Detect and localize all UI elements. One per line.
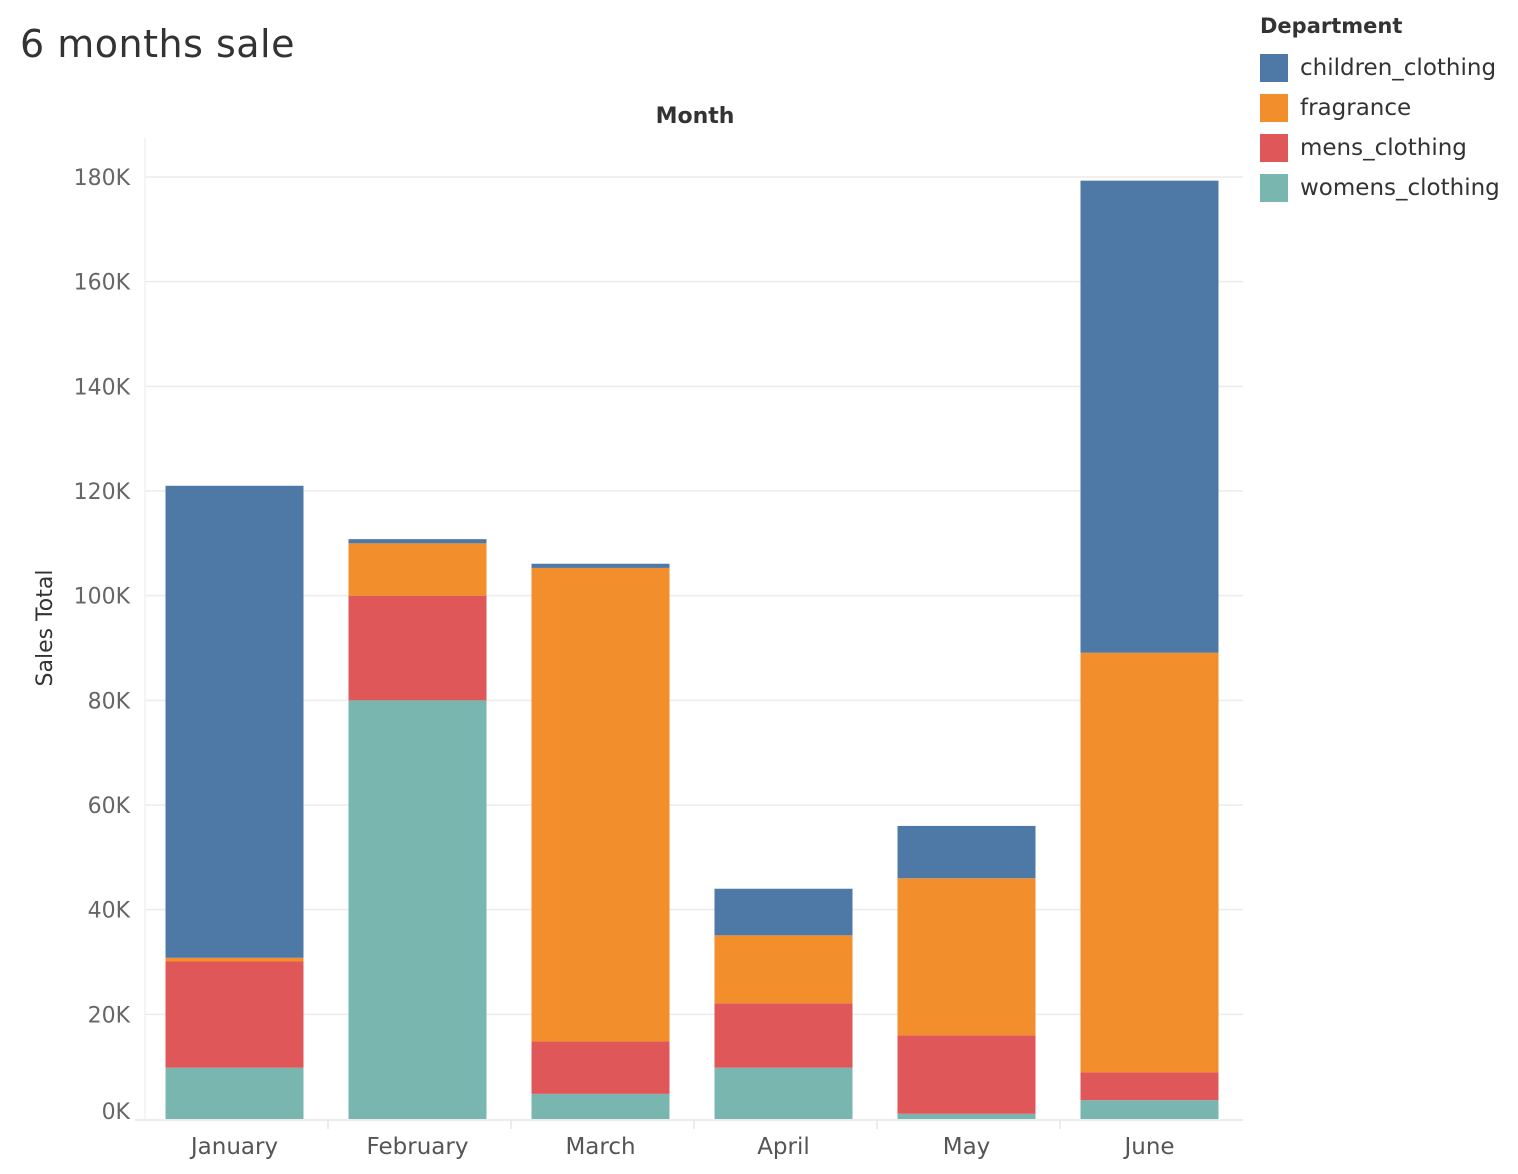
- legend-label: children_clothing: [1300, 55, 1497, 81]
- bar-children_clothing-march: [531, 563, 670, 568]
- bar-womens_clothing-may: [897, 1113, 1036, 1119]
- legend-label: womens_clothing: [1300, 175, 1500, 201]
- chart-title: 6 months sale: [20, 22, 295, 66]
- legend-item-fragrance[interactable]: fragrance: [1260, 88, 1500, 128]
- bar-womens_clothing-march: [531, 1093, 670, 1119]
- legend-swatch: [1260, 174, 1288, 202]
- bar-mens_clothing-may: [897, 1035, 1036, 1114]
- y-axis-label: Sales Total: [33, 570, 58, 687]
- x-tick-label: June: [1122, 1134, 1174, 1160]
- y-tick-label: 180K: [74, 166, 131, 191]
- legend-swatch: [1260, 134, 1288, 162]
- bar-children_clothing-january: [165, 485, 304, 958]
- legend-item-mens_clothing[interactable]: mens_clothing: [1260, 128, 1500, 168]
- bar-fragrance-january: [165, 957, 304, 962]
- bar-children_clothing-june: [1080, 180, 1219, 653]
- bar-fragrance-april: [714, 935, 853, 1004]
- legend: Department children_clothing fragrance men…: [1260, 14, 1500, 208]
- bar-womens_clothing-june: [1080, 1100, 1219, 1119]
- bar-mens_clothing-february: [348, 595, 487, 701]
- bar-fragrance-may: [897, 878, 1036, 1036]
- legend-label: fragrance: [1300, 95, 1412, 121]
- x-tick-label: January: [189, 1134, 278, 1160]
- bar-children_clothing-may: [897, 825, 1036, 879]
- legend-swatch: [1260, 94, 1288, 122]
- y-tick-label: 140K: [74, 375, 131, 400]
- bar-fragrance-february: [348, 543, 487, 596]
- y-tick-label: 160K: [74, 271, 131, 296]
- bar-fragrance-june: [1080, 652, 1219, 1073]
- y-tick-label: 60K: [88, 794, 131, 819]
- bar-womens_clothing-january: [165, 1067, 304, 1119]
- legend-swatch: [1260, 54, 1288, 82]
- bar-children_clothing-february: [348, 539, 487, 544]
- y-tick-label: 40K: [88, 899, 131, 924]
- y-tick-label: 0K: [102, 1100, 131, 1125]
- legend-title: Department: [1260, 14, 1403, 38]
- y-tick-label: 100K: [74, 585, 131, 610]
- bar-mens_clothing-april: [714, 1003, 853, 1068]
- x-tick-label: March: [565, 1134, 635, 1160]
- y-tick-label: 80K: [88, 689, 131, 714]
- y-tick-label: 20K: [88, 1003, 131, 1028]
- bar-children_clothing-april: [714, 888, 853, 936]
- bar-mens_clothing-january: [165, 961, 304, 1068]
- bar-womens_clothing-april: [714, 1067, 853, 1119]
- x-tick-label: April: [757, 1134, 810, 1160]
- bar-womens_clothing-february: [348, 700, 487, 1119]
- x-tick-label: May: [943, 1134, 991, 1160]
- legend-item-children_clothing[interactable]: children_clothing: [1260, 48, 1500, 88]
- bar-mens_clothing-march: [531, 1041, 670, 1094]
- bar-fragrance-march: [531, 567, 670, 1042]
- bar-mens_clothing-june: [1080, 1072, 1219, 1101]
- x-tick-label: February: [367, 1134, 469, 1160]
- legend-item-womens_clothing[interactable]: womens_clothing: [1260, 168, 1500, 208]
- column-header: Month: [655, 104, 735, 129]
- legend-label: mens_clothing: [1300, 135, 1467, 161]
- y-tick-label: 120K: [74, 480, 131, 505]
